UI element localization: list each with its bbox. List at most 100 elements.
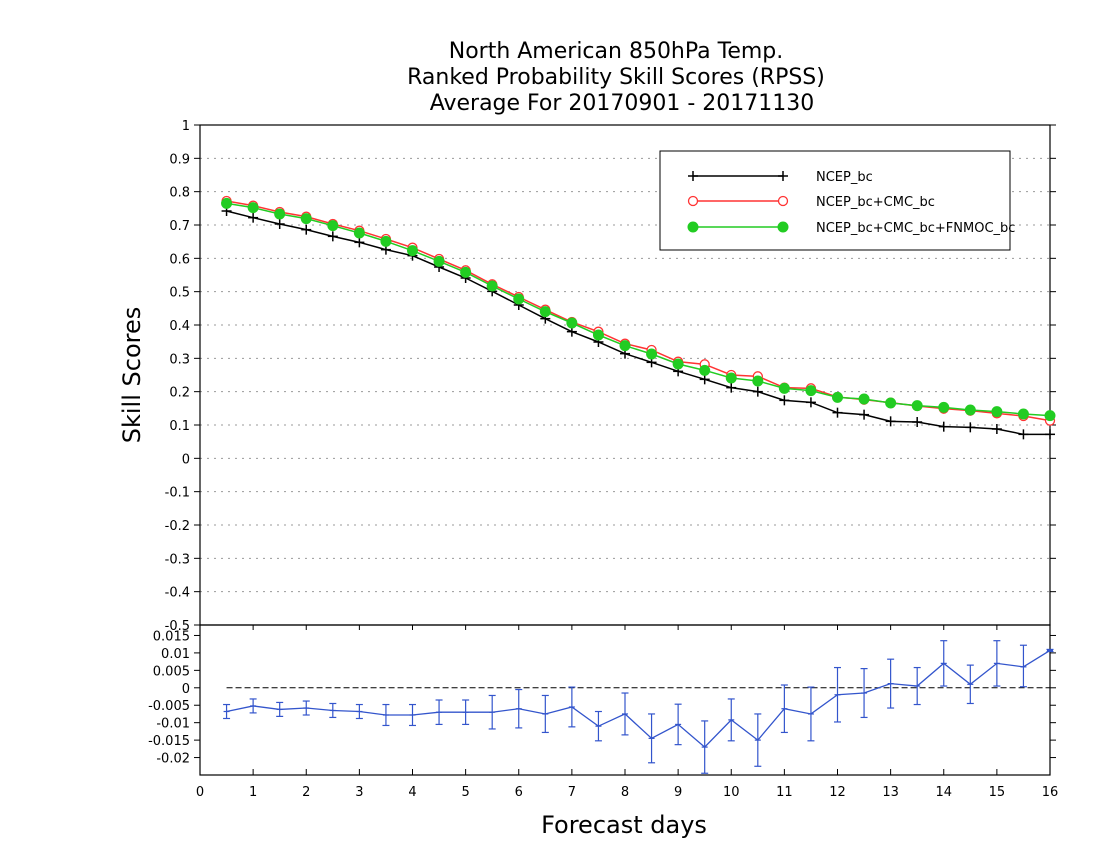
filled-circle-marker <box>407 245 418 257</box>
filled-circle-marker <box>327 220 339 232</box>
plus-marker <box>805 397 816 408</box>
filled-circle-marker <box>991 406 1003 418</box>
difference-y-tick-label: 0 <box>182 682 190 697</box>
main-y-tick-label: 1 <box>182 119 190 134</box>
difference-line <box>226 649 1051 748</box>
difference-y-axis: -0.02 -0.015 -0.01 -0.005 0 0.005 0.01 0.015 <box>148 629 1056 767</box>
x-tick-label: 1 <box>249 785 257 800</box>
plus-marker <box>991 424 1002 434</box>
filled-circle-marker <box>911 400 923 412</box>
plus-marker <box>301 224 312 235</box>
plus-marker <box>726 382 737 393</box>
x-tick-label: 9 <box>674 785 682 800</box>
series-0 <box>221 206 1055 440</box>
x-tick-label: 8 <box>621 785 629 800</box>
legend-label: NCEP_bc <box>816 170 873 185</box>
filled-circle-marker <box>221 197 233 209</box>
plus-marker <box>354 237 365 248</box>
filled-circle-marker <box>777 221 789 233</box>
legend: NCEP_bc NCEP_bc+CMC_bc NCEP_bc+CMC_bc+FNMO… <box>659 150 1015 251</box>
filled-circle-marker <box>938 401 950 413</box>
filled-circle-marker <box>300 213 312 225</box>
plus-marker <box>752 386 763 397</box>
main-y-axis: -0.4 -0.3 -0.2 -0.1 0 0.1 0.2 0.3 0.4 0.5 0.6 0.7 0.… <box>165 119 1056 634</box>
filled-circle-marker <box>566 317 578 329</box>
plus-marker <box>699 374 710 385</box>
plus-marker <box>688 171 698 181</box>
x-tick-label: 15 <box>989 785 1006 800</box>
filled-circle-marker <box>805 385 817 397</box>
filled-circle-marker <box>778 382 790 394</box>
plus-marker <box>832 407 843 418</box>
filled-circle-marker <box>1017 408 1029 420</box>
main-y-tick-label: -0.4 <box>165 586 190 601</box>
difference-y-tick-label: 0.015 <box>153 629 190 644</box>
main-y-tick-label: -0.2 <box>165 519 190 534</box>
main-y-tick-label: 0.6 <box>169 252 190 267</box>
main-y-tick-label: 0.3 <box>169 352 190 367</box>
filled-circle-marker <box>832 391 843 403</box>
x-tick-label: 7 <box>568 785 576 800</box>
open-circle-marker <box>777 195 789 207</box>
filled-circle-marker <box>513 293 525 305</box>
difference-y-tick-label: -0.015 <box>148 734 190 749</box>
plus-marker <box>938 421 949 432</box>
x-tick-label: 4 <box>408 785 416 800</box>
x-tick-label: 11 <box>776 785 793 800</box>
x-axis: 0 1 2 3 4 5 6 7 8 9 10 11 12 13 14 15 16 <box>196 625 1058 800</box>
filled-circle-marker <box>460 266 472 278</box>
difference-y-tick-label: -0.005 <box>148 699 190 714</box>
difference-y-tick-label: 0.005 <box>153 664 190 679</box>
x-tick-label: 6 <box>515 785 523 800</box>
main-y-tick-label: -0.5 <box>165 619 190 634</box>
main-y-tick-label: 0.7 <box>169 219 190 234</box>
x-tick-label: 5 <box>461 785 469 800</box>
difference-y-tick-label: 0.01 <box>161 647 190 662</box>
filled-circle-marker <box>646 348 658 360</box>
legend-label: NCEP_bc+CMC_bc <box>816 195 935 210</box>
plus-marker <box>885 416 896 427</box>
plus-marker <box>248 212 259 223</box>
series-2 <box>221 197 1056 422</box>
x-tick-label: 0 <box>196 785 204 800</box>
filled-circle-marker <box>353 227 365 239</box>
x-tick-label: 14 <box>935 785 952 800</box>
x-tick-label: 12 <box>829 785 846 800</box>
filled-circle-marker <box>687 221 699 233</box>
main-series-layer <box>221 195 1056 440</box>
filled-circle-marker <box>619 340 631 352</box>
main-y-tick-label: 0.5 <box>169 286 190 301</box>
main-y-tick-label: 0.9 <box>169 152 190 167</box>
main-y-tick-label: 0.8 <box>169 186 190 201</box>
main-y-tick-label: -0.1 <box>165 486 190 501</box>
open-circle-marker <box>687 195 699 207</box>
filled-circle-marker <box>380 235 392 247</box>
difference-series-layer <box>223 640 1054 774</box>
chart-title-line-2: Ranked Probability Skill Scores (RPSS) <box>407 65 825 90</box>
filled-circle-marker <box>752 375 764 387</box>
filled-circle-marker <box>592 329 604 341</box>
filled-circle-marker <box>858 393 870 405</box>
filled-circle-marker <box>885 397 897 409</box>
chart-title-line-1: North American 850hPa Temp. <box>449 39 784 64</box>
main-y-tick-label: 0.4 <box>169 319 190 334</box>
main-y-tick-label: 0.1 <box>169 419 190 434</box>
filled-circle-marker <box>699 364 711 376</box>
filled-circle-marker <box>274 208 286 220</box>
filled-circle-marker <box>486 280 498 292</box>
x-tick-label: 10 <box>723 785 740 800</box>
x-tick-label: 13 <box>882 785 899 800</box>
plus-marker <box>859 409 870 420</box>
plus-marker <box>274 219 285 229</box>
plus-marker <box>327 231 338 242</box>
plus-marker <box>912 417 923 427</box>
filled-circle-marker <box>1044 410 1056 422</box>
x-tick-label: 16 <box>1042 785 1059 800</box>
main-y-tick-label: -0.3 <box>165 552 190 567</box>
plus-marker <box>1018 429 1029 440</box>
filled-circle-marker <box>539 306 551 318</box>
difference-y-tick-label: -0.02 <box>156 752 190 767</box>
x-tick-label: 2 <box>302 785 310 800</box>
chart-title-line-3: Average For 20170901 - 20171130 <box>430 91 815 116</box>
